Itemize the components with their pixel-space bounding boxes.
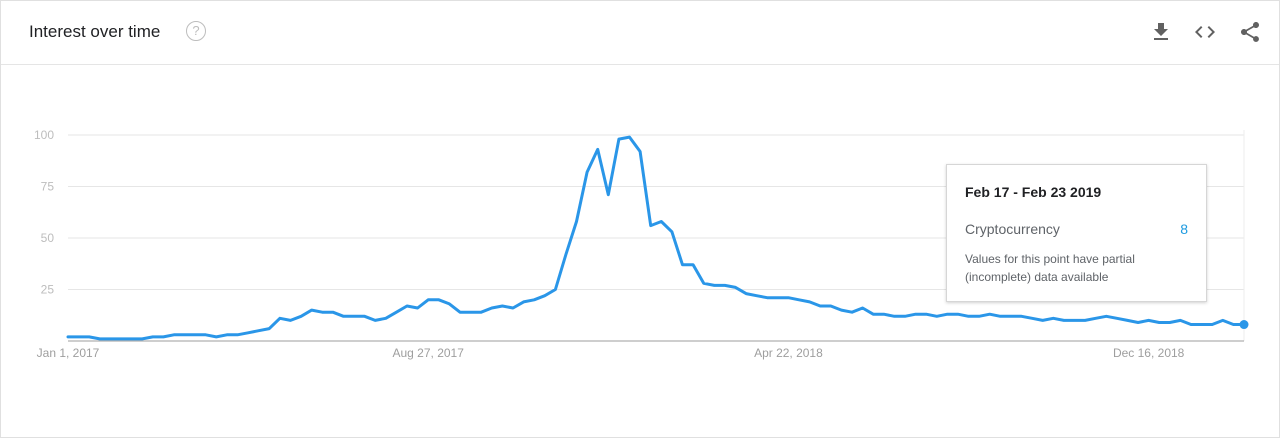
tooltip-value: 8 xyxy=(1180,221,1188,237)
y-tick-label-50: 50 xyxy=(41,231,55,245)
card-title: Interest over time xyxy=(29,22,161,41)
data-point-tooltip: Feb 17 - Feb 23 2019 Cryptocurrency 8 Va… xyxy=(946,164,1207,302)
x-tick-label-0: Jan 1, 2017 xyxy=(37,346,100,360)
highlight-point[interactable] xyxy=(1239,320,1249,330)
tooltip-date: Feb 17 - Feb 23 2019 xyxy=(965,184,1102,200)
interest-line-chart[interactable]: 25 50 75 100 Jan 1, 2017 Aug 27, 2017 Apr 22, … xyxy=(1,65,1279,437)
tooltip-series-name: Cryptocurrency xyxy=(965,221,1060,237)
code-icon[interactable] xyxy=(1193,20,1217,44)
download-icon[interactable] xyxy=(1149,20,1173,44)
tooltip-note: Values for this point have partial (inco… xyxy=(965,252,1135,284)
y-tick-label-75: 75 xyxy=(41,180,55,194)
x-tick-label-1: Aug 27, 2017 xyxy=(393,346,465,360)
x-tick-label-3: Dec 16, 2018 xyxy=(1113,346,1185,360)
x-tick-label-2: Apr 22, 2018 xyxy=(754,346,823,360)
help-icon[interactable]: ? xyxy=(186,21,206,41)
y-tick-label-100: 100 xyxy=(34,128,54,142)
card-header: Interest over time ? xyxy=(1,1,1279,65)
share-icon[interactable] xyxy=(1238,20,1262,44)
y-tick-label-25: 25 xyxy=(41,283,55,297)
series-line-cryptocurrency[interactable] xyxy=(66,135,1246,341)
